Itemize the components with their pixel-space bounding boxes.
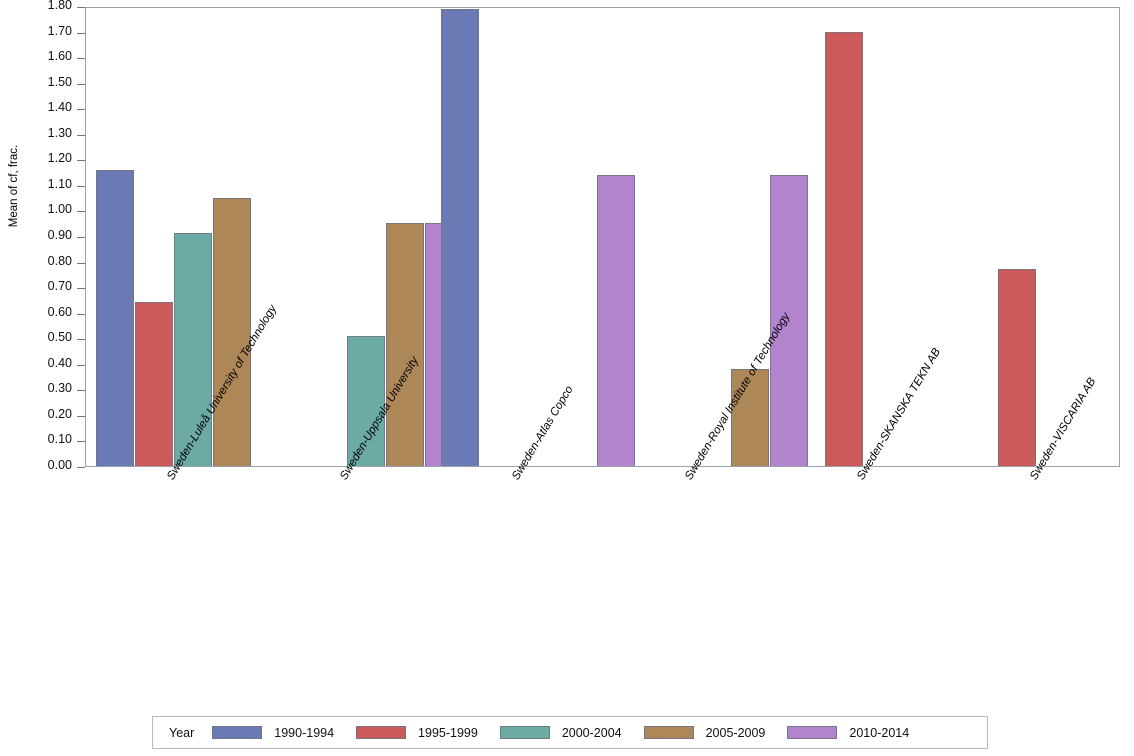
chart-legend: Year 1990-1994 1995-1999 2000-2004 2005-200…	[152, 716, 988, 749]
legend-item[interactable]: 2005-2009	[643, 725, 766, 740]
y-axis-tick-label: 0.40	[47, 355, 72, 370]
y-axis-tick-label: 1.10	[47, 176, 72, 191]
y-axis-tick-label: 1.50	[47, 74, 72, 89]
y-axis-tick-label: 1.70	[47, 23, 72, 38]
bar	[174, 233, 212, 466]
y-axis-tick-label: 0.30	[47, 381, 72, 396]
legend-item[interactable]: 2010-2014	[787, 726, 909, 740]
legend-swatch	[643, 726, 694, 739]
bar	[769, 174, 808, 466]
y-axis-tick-mark	[77, 288, 85, 290]
y-axis-tick-mark	[77, 134, 85, 136]
y-axis-tick-label: 1.30	[47, 125, 72, 140]
y-axis-tick-mark	[77, 7, 85, 8]
y-axis-tick-label: 0.70	[47, 279, 72, 294]
y-axis-tick-mark	[77, 415, 85, 417]
bar	[346, 335, 385, 466]
legend-item-label: 1990-1994	[274, 725, 335, 740]
y-axis-tick-mark	[77, 364, 85, 366]
y-axis-tick-label: 1.60	[47, 49, 72, 64]
legend-item[interactable]: 1990-1994	[212, 726, 334, 740]
legend-swatch	[499, 726, 550, 739]
bar	[825, 31, 863, 466]
legend-item[interactable]: 2000-2004	[499, 725, 622, 740]
y-axis-tick-label: 0.00	[47, 458, 72, 472]
y-axis-tick-mark	[77, 467, 85, 468]
legend-swatch	[356, 726, 407, 739]
legend-item[interactable]: 1995-1999	[356, 726, 478, 740]
y-axis-tick-mark	[77, 390, 85, 392]
bar	[213, 197, 251, 466]
y-axis-tick-mark	[77, 313, 85, 315]
y-axis-tick-mark	[77, 160, 85, 162]
y-axis-tick-mark	[77, 237, 85, 238]
y-axis-tick-label: 0.50	[47, 330, 72, 345]
y-axis-tick-label: 1.20	[47, 151, 72, 166]
y-axis-tick-label: 0.10	[47, 432, 72, 447]
legend-item-label: 2000-2004	[561, 725, 622, 740]
y-axis-tick-label: 1.80	[47, 0, 72, 12]
bar	[597, 174, 635, 466]
y-axis-tick-label: 1.00	[47, 202, 72, 217]
bar	[385, 223, 424, 466]
legend-item-label: 2005-2009	[705, 725, 766, 740]
plot-area	[85, 7, 1120, 467]
y-axis-tick-mark	[77, 262, 85, 264]
y-axis-tick-mark	[77, 441, 85, 443]
y-axis-tick-mark	[77, 58, 85, 60]
y-axis-tick-mark	[77, 32, 85, 34]
bar	[441, 8, 479, 466]
y-axis-tick-mark	[77, 83, 85, 85]
y-axis-tick-mark	[77, 211, 85, 213]
y-axis-tick-mark	[77, 185, 85, 187]
y-axis-tick-label: 0.90	[47, 228, 72, 242]
legend-entries: 1990-1994 1995-1999 2000-2004 2005-2009 2010…	[212, 726, 931, 740]
y-axis-tick-mark	[77, 339, 85, 341]
y-axis-title: Mean of cf, frac.	[8, 144, 20, 228]
y-axis-tick-label: 0.20	[47, 406, 72, 421]
legend-swatch	[787, 726, 838, 739]
legend-item-label: 2010-2014	[849, 725, 910, 740]
y-axis-tick-mark	[77, 109, 85, 111]
legend-title: Year	[169, 725, 195, 740]
y-axis-tick-label: 0.60	[47, 304, 72, 319]
bar	[135, 302, 173, 466]
y-axis-tick-label: 0.80	[47, 253, 72, 268]
bar	[730, 368, 769, 466]
legend-item-label: 1995-1999	[418, 725, 478, 740]
legend-swatch	[212, 726, 263, 739]
bar	[96, 169, 134, 466]
bar	[997, 269, 1036, 466]
y-axis-tick-label: 1.40	[47, 100, 72, 115]
